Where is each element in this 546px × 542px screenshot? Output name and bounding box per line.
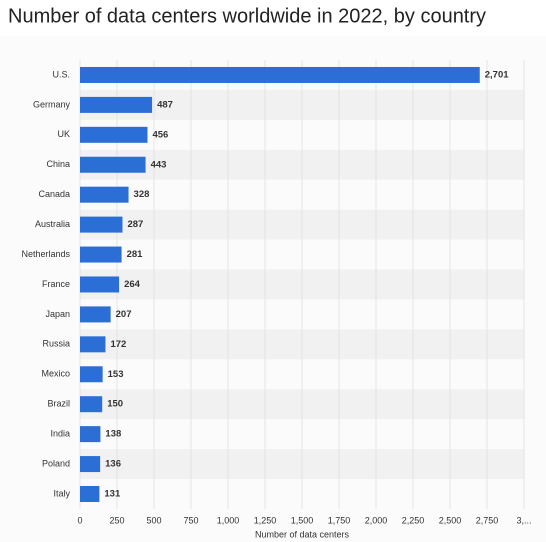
value-label: 281 [127, 249, 144, 260]
y-tick-label: U.S. [52, 69, 70, 79]
bar [80, 426, 101, 443]
value-label: 131 [104, 489, 121, 500]
bar [80, 66, 480, 83]
bar [80, 366, 103, 383]
value-label: 138 [105, 429, 121, 440]
y-tick-label: Poland [42, 458, 70, 468]
bar [80, 336, 106, 353]
y-tick-label: Australia [35, 219, 70, 229]
x-tick-label: 2,000 [365, 515, 388, 525]
value-label: 264 [124, 279, 141, 290]
value-label: 136 [105, 459, 121, 470]
value-label: 456 [152, 129, 168, 140]
x-tick-label: 1,000 [217, 515, 240, 525]
y-tick-label: India [50, 429, 70, 439]
y-tick-label: China [46, 159, 70, 169]
bar [80, 306, 111, 323]
x-tick-label: 2,500 [439, 515, 462, 525]
value-label: 150 [107, 399, 123, 410]
bar [80, 186, 129, 203]
x-tick-label: 750 [183, 515, 198, 525]
value-label: 487 [157, 99, 173, 110]
x-tick-label: 0 [77, 515, 82, 525]
y-tick-label: Russia [42, 339, 70, 349]
y-tick-label: Germany [33, 99, 71, 109]
x-tick-label: 2,750 [476, 515, 499, 525]
x-tick-label: 250 [109, 515, 124, 525]
y-tick-label: Italy [53, 488, 70, 498]
x-tick-label: 1,250 [254, 515, 277, 525]
y-tick-label: Brazil [47, 399, 70, 409]
value-label: 443 [151, 159, 167, 170]
value-label: 153 [108, 369, 124, 380]
bar [80, 456, 101, 473]
y-tick-label: Canada [38, 189, 70, 199]
x-tick-label: 1,750 [328, 515, 351, 525]
y-tick-label: UK [57, 129, 70, 139]
chart-title: Number of data centers worldwide in 2022… [8, 5, 486, 27]
x-tick-label: 2,250 [402, 515, 425, 525]
y-tick-label: Netherlands [21, 249, 70, 259]
x-tick-label: 500 [146, 515, 161, 525]
y-tick-label: Mexico [41, 369, 70, 379]
bar [80, 216, 123, 233]
bar [80, 156, 146, 173]
bar [80, 485, 100, 502]
value-label: 172 [110, 339, 126, 350]
bar [80, 276, 120, 293]
value-label: 207 [116, 309, 132, 320]
x-tick-label: 1,500 [291, 515, 314, 525]
y-tick-label: France [42, 279, 70, 289]
bar [80, 396, 103, 413]
value-label: 2,701 [485, 69, 509, 80]
value-label: 287 [127, 219, 143, 230]
x-axis-label: Number of data centers [255, 529, 350, 539]
y-tick-label: Japan [45, 309, 70, 319]
x-tick-label: 3,... [516, 515, 531, 525]
bar [80, 246, 122, 263]
bar [80, 96, 153, 113]
value-label: 328 [134, 189, 150, 200]
bar [80, 126, 148, 143]
